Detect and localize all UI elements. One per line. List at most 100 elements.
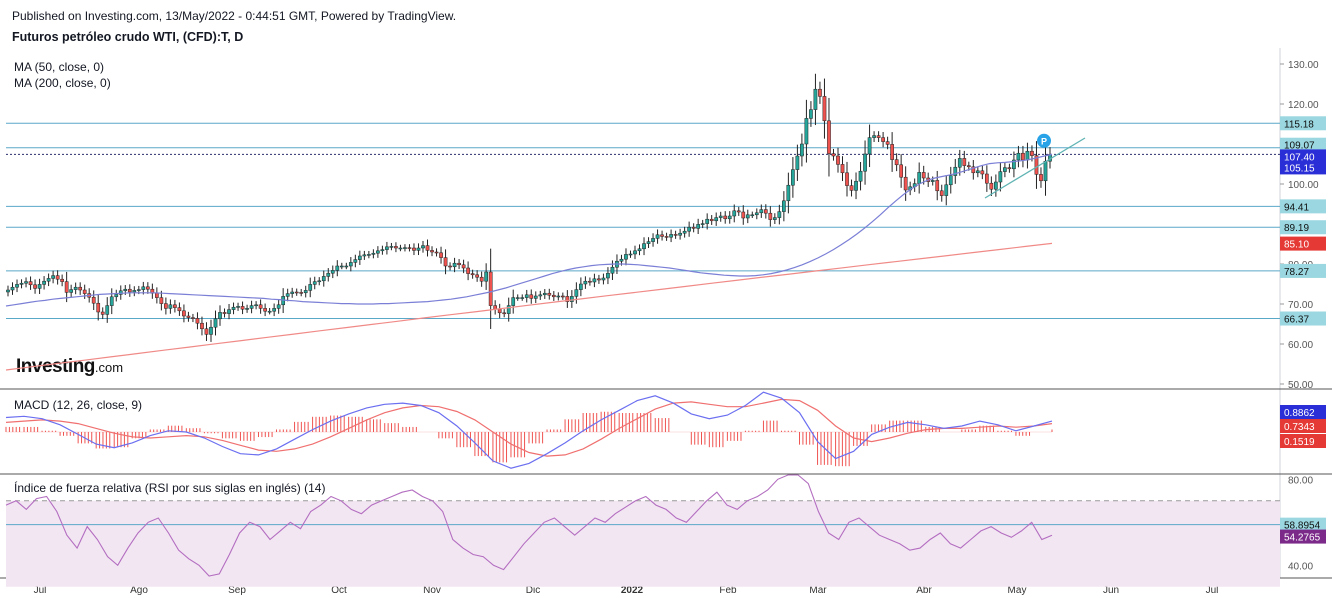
rsi-legend[interactable]: Índice de fuerza relativa (RSI por sus s…: [14, 481, 326, 495]
candle-body: [173, 304, 177, 308]
price-badge-bg: [1280, 137, 1326, 152]
candle-body: [69, 289, 74, 293]
candle-body: [547, 292, 552, 296]
candle-body: [619, 258, 624, 262]
candle-body: [132, 290, 137, 293]
candle-body: [899, 164, 903, 178]
candle-body: [966, 165, 971, 168]
candle-body: [425, 245, 430, 251]
x-tick-label: Nov: [423, 585, 441, 596]
candle-body: [136, 289, 141, 291]
price-badge: 89.19: [1280, 220, 1326, 235]
candle-body: [114, 294, 119, 298]
macd-badge-bg: [1280, 419, 1326, 433]
candle-body: [687, 226, 691, 232]
candle-body: [91, 296, 96, 304]
candle-body: [745, 214, 750, 219]
candle-body: [412, 247, 416, 251]
price-badge-text: 78.27: [1284, 267, 1309, 278]
candle-body: [60, 278, 64, 282]
macd-legend[interactable]: MACD (12, 26, close, 9): [14, 398, 143, 412]
candle-body: [560, 295, 565, 298]
candle-body: [948, 175, 953, 186]
candle-body: [939, 190, 944, 196]
candle-body: [818, 88, 822, 97]
price-badge: 85.10: [1280, 236, 1326, 251]
candle-body: [994, 181, 998, 190]
candle-body: [917, 172, 922, 184]
candle-body: [691, 226, 696, 229]
price-badge-text: 109.07: [1284, 141, 1315, 152]
candle-body: [19, 282, 24, 285]
rsi-badge-bg: [1280, 517, 1326, 532]
candle-body: [177, 307, 182, 312]
candle-body: [795, 155, 800, 170]
rsi-badge-bg: [1280, 529, 1326, 544]
candle-body: [502, 312, 507, 315]
candle-body: [732, 210, 737, 217]
candle-body: [222, 312, 227, 314]
macd-badge: 0.7343: [1280, 419, 1326, 433]
price-badge-text: 94.41: [1284, 202, 1309, 213]
candle-body: [37, 284, 42, 289]
candle-body: [511, 297, 516, 306]
candle-body: [249, 305, 254, 309]
candle-body: [791, 169, 795, 186]
macd-badge: 0.1519: [1280, 434, 1326, 448]
candle-body: [294, 291, 299, 294]
candle-body: [809, 109, 813, 119]
candle-body: [813, 88, 818, 110]
candle-body: [236, 306, 240, 308]
price-badge: 107.40: [1280, 149, 1326, 164]
macd-badge-text: 0.7343: [1284, 422, 1315, 433]
y-tick-label: 130.00: [1288, 60, 1319, 71]
candle-body: [448, 265, 452, 268]
candle-body: [245, 308, 249, 310]
ma200-legend[interactable]: MA (200, close, 0): [14, 76, 111, 90]
candle-body: [394, 246, 398, 249]
candle-body: [1012, 159, 1016, 170]
candle-body: [118, 290, 123, 295]
candle-body: [416, 247, 421, 251]
candle-body: [164, 303, 168, 309]
candle-body: [1025, 150, 1030, 161]
candle-body: [628, 253, 633, 256]
candle-body: [46, 278, 51, 282]
candle-body: [497, 308, 502, 314]
x-tick-label: Jul: [1206, 585, 1219, 596]
candle-body: [953, 166, 958, 176]
candle-body: [276, 304, 281, 309]
candle-body: [339, 265, 344, 268]
candle-body: [213, 318, 218, 328]
ma50-legend[interactable]: MA (50, close, 0): [14, 60, 105, 74]
candle-body: [804, 118, 809, 145]
candle-body: [854, 180, 858, 191]
candle-body: [903, 176, 908, 191]
marker-dot: [1037, 133, 1051, 148]
candle-body: [570, 296, 574, 302]
x-tick-label: May: [1008, 585, 1027, 596]
rsi-band: [6, 500, 1280, 587]
macd-badge: 0.8862: [1280, 405, 1326, 419]
candle-body: [678, 232, 682, 236]
candle-body: [321, 276, 326, 282]
candle-body: [921, 172, 926, 179]
x-tick-label: Mar: [809, 585, 827, 596]
candle-body: [885, 141, 890, 145]
candle-body: [1021, 152, 1025, 161]
candle-body: [646, 241, 651, 244]
candle-body: [651, 238, 655, 242]
candle-body: [123, 288, 128, 292]
candle-body: [660, 234, 664, 237]
candle-body: [872, 135, 876, 138]
candle-body: [551, 294, 556, 298]
candle-body: [64, 281, 69, 293]
candle-body: [867, 137, 872, 155]
candle-body: [145, 286, 150, 290]
candle-body: [655, 234, 660, 239]
candle-body: [362, 254, 367, 257]
candle-body: [299, 292, 304, 294]
candle-body: [227, 309, 231, 314]
candle-body: [15, 284, 19, 288]
